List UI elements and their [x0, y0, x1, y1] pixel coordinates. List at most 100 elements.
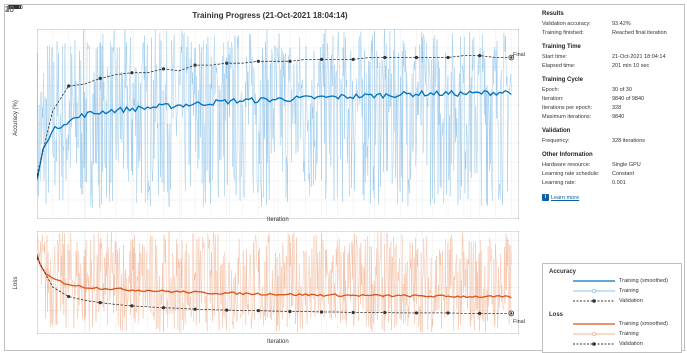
legend-loss-smoothed-label: Training (smoothed): [619, 321, 669, 327]
loss-ytick-label: 0.5: [11, 5, 19, 11]
acc-ytick-label: 50: [12, 5, 19, 11]
legend-loss-training-swatch: [573, 331, 615, 337]
loss-validation-point: [256, 308, 260, 313]
acc-validation-point: [225, 61, 229, 65]
validation-heading: Validation: [542, 128, 571, 134]
training-finished-row: Training finished: Reached final iteratio…: [542, 29, 682, 38]
loss-epoch-label: 30: [5, 5, 14, 14]
maximum-iterations-label: Maximum iterations:: [542, 114, 592, 120]
frequency-row: Frequency: 328 iterations: [542, 137, 682, 146]
start-time-value: 21-Oct-2021 18:04:14: [612, 54, 666, 60]
learn-more-link[interactable]: i Learn more: [542, 194, 682, 201]
results-heading: Results: [542, 11, 564, 17]
learning-rate-label: Learning rate:: [542, 180, 576, 186]
legend-loss-smoothed-swatch: [573, 323, 615, 325]
acc-ytick-label: 30: [12, 5, 19, 11]
acc-ytick-label: 70: [12, 5, 19, 11]
loss-final-label: Final: [513, 319, 525, 325]
acc-epoch-label: 30: [5, 5, 14, 14]
iterations-per-epoch-label: Iterations per epoch:: [542, 105, 593, 111]
loss-validation-point: [37, 256, 39, 260]
loss-validation-point: [383, 310, 387, 315]
epoch-label: Epoch:: [542, 87, 560, 93]
acc-validation-point: [67, 84, 71, 88]
legend-panel: Accuracy Training (smoothed) Training Va…: [542, 263, 682, 353]
acc-xtick-label: 5000: [8, 5, 22, 11]
info-panel: Results Validation accuracy: 93.42% Train…: [542, 11, 682, 201]
acc-validation-point: [256, 59, 260, 63]
acc-epoch-label: 20: [5, 5, 14, 14]
acc-validation-point: [383, 55, 387, 60]
loss-validation-point: [225, 308, 229, 312]
loss-xtick-label: 7000: [8, 5, 22, 11]
frequency-label: Frequency:: [542, 138, 570, 144]
legend-loss-validation-label: Validation: [619, 341, 643, 347]
elapsed-time-label: Elapsed time:: [542, 63, 576, 69]
start-time-row: Start time: 21-Oct-2021 18:04:14: [542, 53, 682, 62]
loss-xtick-label: 10000: [7, 5, 23, 11]
training-time-section: Training Time Start time: 21-Oct-2021 18:…: [542, 44, 682, 71]
elapsed-time-row: Elapsed time: 201 min 10 sec: [542, 62, 682, 71]
training-finished-label: Training finished:: [542, 30, 584, 36]
acc-validation-point: [351, 57, 355, 61]
hardware-label: Hardware resource:: [542, 162, 591, 168]
acc-validation-point: [193, 63, 197, 67]
loss-ytick-label: 1.5: [11, 5, 19, 11]
acc-validation-point: [130, 71, 134, 75]
iteration-row: Iteration: 9840 of 9840: [542, 95, 682, 104]
acc-ytick-label: 90: [12, 5, 19, 11]
loss-ytick-label: 1: [15, 5, 19, 11]
hardware-value: Single GPU: [612, 162, 641, 168]
acc-ytick-label: 100: [9, 5, 19, 11]
acc-xtick-label: 9000: [8, 5, 22, 11]
acc-training-smoothed-line: [37, 89, 512, 180]
acc-validation-point: [288, 59, 292, 63]
legend-loss-training-label: Training: [619, 331, 639, 337]
legend-loss-validation-swatch: [573, 342, 615, 346]
loss-xtick-label: 3000: [8, 5, 22, 11]
loss-training-smoothed-line: [37, 254, 512, 299]
learn-more-label: Learn more: [551, 194, 580, 201]
loss-xlabel: Iteration: [267, 339, 289, 345]
other-info-section: Other Information Hardware resource: Sing…: [542, 152, 682, 188]
acc-epoch-label: 10: [5, 5, 14, 14]
iteration-label: Iteration:: [542, 96, 564, 102]
loss-xtick-label: 5000: [8, 5, 22, 11]
training-cycle-section: Training Cycle Epoch: 30 of 30 Iteration:…: [542, 77, 682, 122]
loss-validation-point: [288, 309, 292, 314]
accuracy-ylabel: Accuracy (%): [13, 100, 19, 136]
loss-xtick-label: 9000: [8, 5, 22, 11]
training-finished-value: Reached final iteration: [612, 30, 667, 36]
loss-xtick-label: 8000: [8, 5, 22, 11]
legend-accuracy-heading: Accuracy: [549, 269, 577, 275]
acc-xtick-label: 7000: [8, 5, 22, 11]
iteration-value: 9840 of 9840: [612, 96, 645, 102]
validation-section: Validation Frequency: 328 iterations: [542, 128, 682, 146]
legend-loss-heading: Loss: [549, 312, 564, 318]
iterations-per-epoch-row: Iterations per epoch: 328: [542, 104, 682, 113]
acc-xtick-label: 1000: [8, 5, 22, 11]
elapsed-time-value: 201 min 10 sec: [612, 63, 650, 69]
acc-training-raw-series: [37, 29, 512, 216]
loss-validation-point: [193, 307, 197, 311]
schedule-row: Learning rate schedule: Constant: [542, 170, 682, 179]
loss-xtick-label: 0: [13, 5, 17, 11]
learning-rate-value: 0.001: [612, 180, 626, 186]
loss-ytick-label: 0: [15, 5, 19, 11]
acc-ytick-label: 20: [12, 5, 19, 11]
epoch-row: Epoch: 30 of 30: [542, 86, 682, 95]
loss-training-raw-series: [37, 231, 512, 333]
loss-xtick-label: 4000: [8, 5, 22, 11]
learning-rate-row: Learning rate: 0.001: [542, 179, 682, 188]
info-icon: i: [542, 194, 549, 201]
acc-validation-point: [161, 67, 166, 71]
start-time-label: Start time:: [542, 54, 568, 60]
loss-validation-point: [478, 311, 482, 315]
acc-ytick-label: 0: [15, 5, 19, 11]
loss-xtick-label: 2000: [8, 5, 22, 11]
legend-accuracy-training-label: Training: [619, 288, 639, 294]
loss-epoch-label: 20: [5, 5, 14, 14]
accuracy-xlabel: Iteration: [267, 217, 289, 223]
accuracy-final-label: Final: [513, 52, 525, 58]
acc-validation-point: [319, 57, 324, 61]
